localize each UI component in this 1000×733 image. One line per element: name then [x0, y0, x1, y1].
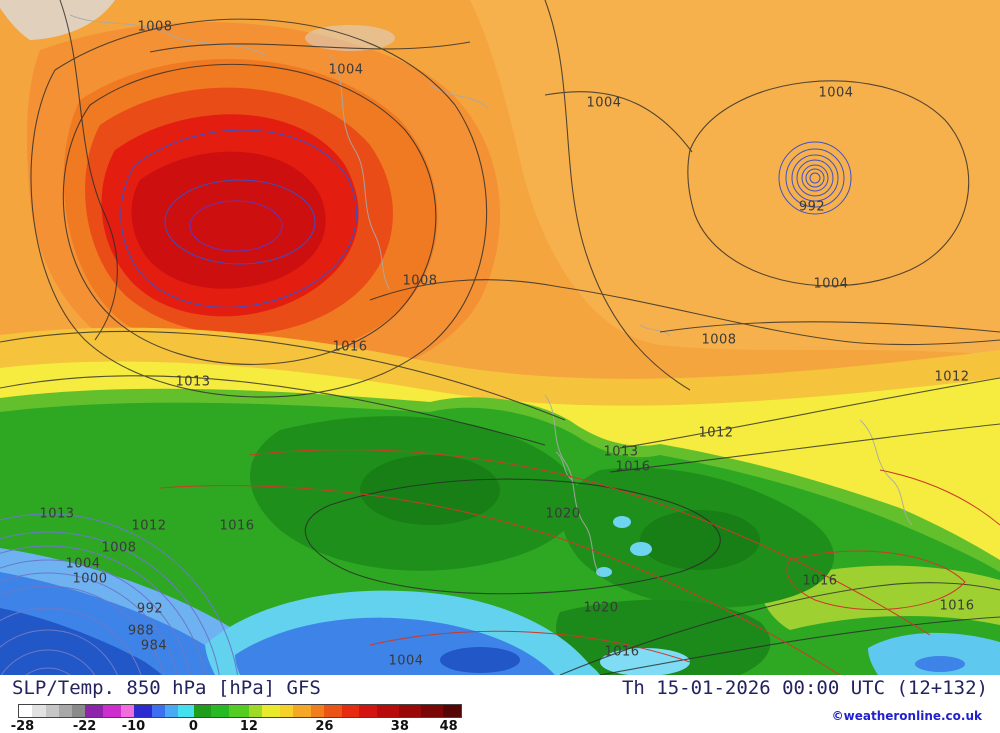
legend-tick-label: 38: [390, 719, 409, 733]
legend-tick-label: 0: [188, 719, 198, 733]
temperature-fill-layer: [0, 0, 1000, 675]
legend-tick-label: 12: [239, 719, 258, 733]
map-datetime: Th 15-01-2026 00:00 UTC (12+132): [621, 677, 988, 699]
height-contour-blue-layer: [120, 129, 357, 308]
copyright-link[interactable]: ©weatheronline.co.uk: [831, 709, 982, 723]
low-center-spiral: [778, 141, 852, 215]
weather-map: [0, 0, 1000, 675]
map-title: SLP/Temp. 850 hPa [hPa] GFS: [12, 677, 321, 699]
legend-color-segment: [377, 705, 400, 717]
legend-color-segment: [279, 705, 294, 717]
legend-color-segment: [399, 705, 422, 717]
legend-color-segment: [248, 705, 263, 717]
legend-color-segment: [19, 705, 33, 717]
legend-color-segment: [178, 705, 194, 717]
legend-tick-label: -10: [121, 719, 146, 733]
isobar-lines-layer: [0, 0, 1000, 675]
legend-color-segment: [103, 705, 121, 717]
legend-colorbar: [18, 704, 462, 718]
legend-color-segment: [229, 705, 249, 717]
legend-color-segment: [211, 705, 230, 717]
legend-color-segment: [164, 705, 179, 717]
legend-color-segment: [293, 705, 311, 717]
legend-color-segment: [120, 705, 134, 717]
legend-color-segment: [72, 705, 86, 717]
coastline-layer: [69, 14, 913, 576]
legend-tick-label: -22: [72, 719, 97, 733]
legend-color-segment: [421, 705, 444, 717]
map-area: 1008 1004 1004 1004 992 1008 1004 1016 1008 1013 1…: [0, 0, 1000, 675]
legend-color-segment: [58, 705, 73, 717]
legend-color-segment: [443, 705, 462, 717]
legend-color-segment: [359, 705, 378, 717]
legend-color-segment: [341, 705, 360, 717]
legend-tick-label: 48: [439, 719, 458, 733]
footer-bar: SLP/Temp. 850 hPa [hPa] GFS Th 15-01-202…: [0, 675, 1000, 733]
temp-contour-red-layer: [159, 449, 1000, 675]
legend-tick-label: 26: [315, 719, 334, 733]
legend-ticks: -28 -22 -10 0 12 26 38 48: [11, 718, 462, 733]
low-center-arcs-bottom-left: [0, 513, 238, 675]
legend-color-segment: [151, 705, 165, 717]
legend-color-segment: [324, 705, 342, 717]
temperature-legend: -28 -22 -10 0 12 26 38 48: [11, 704, 462, 733]
legend-color-segment: [45, 705, 59, 717]
footer-title-row: SLP/Temp. 850 hPa [hPa] GFS Th 15-01-202…: [0, 675, 1000, 701]
legend-tick-label: -28: [10, 719, 35, 733]
legend-color-segment: [262, 705, 280, 717]
legend-color-segment: [85, 705, 104, 717]
legend-row: -28 -22 -10 0 12 26 38 48 ©weatheronline.co.uk: [0, 701, 1000, 733]
legend-color-segment: [193, 705, 212, 717]
legend-color-segment: [133, 705, 152, 717]
legend-color-segment: [310, 705, 325, 717]
legend-color-segment: [32, 705, 46, 717]
